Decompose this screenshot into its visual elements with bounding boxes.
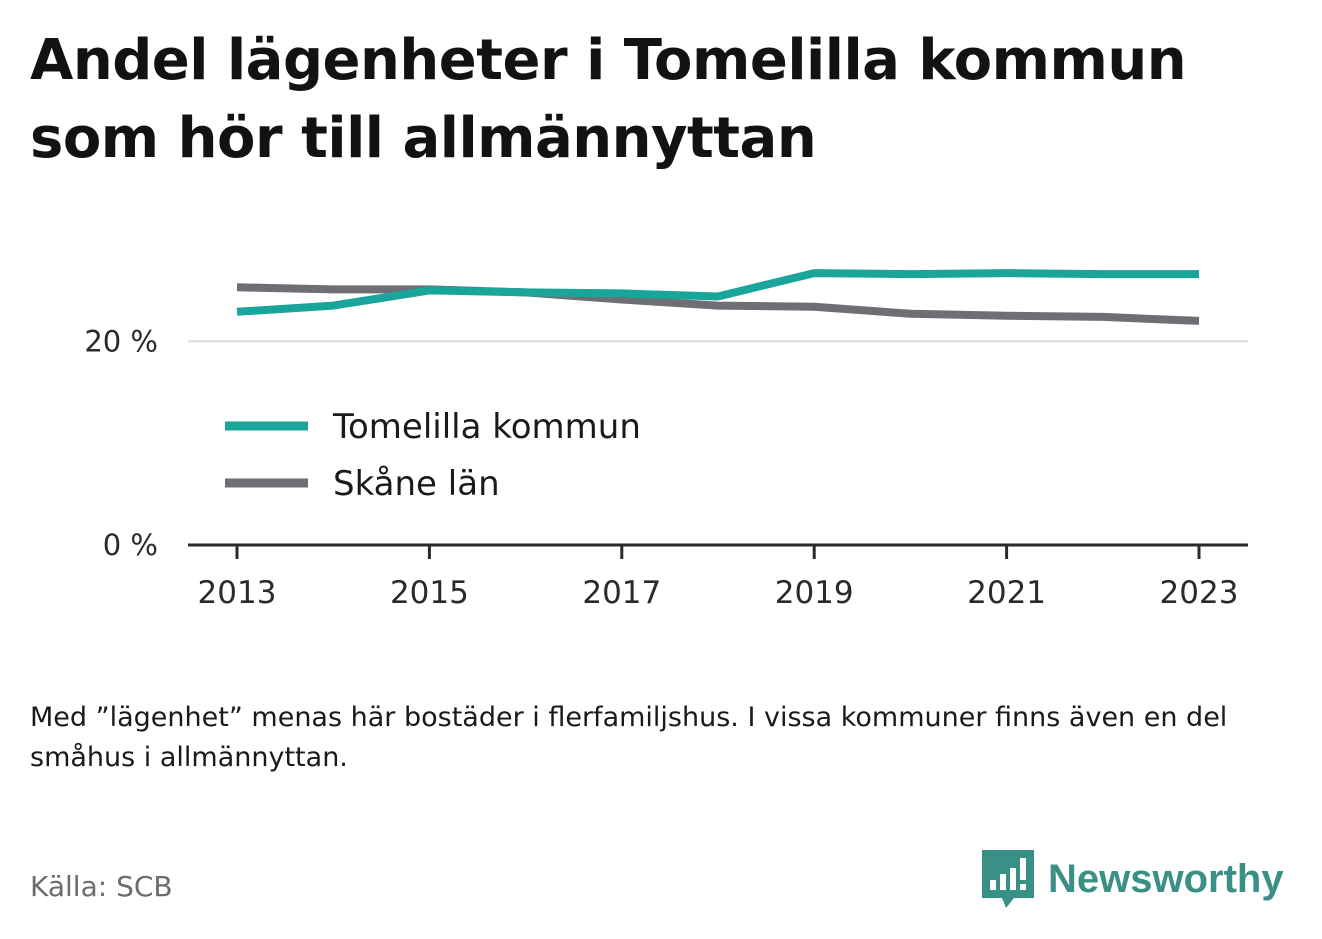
x-tick-label: 2015 (390, 575, 469, 611)
legend-label: Tomelilla kommun (332, 407, 641, 447)
legend-label: Skåne län (333, 464, 500, 504)
chart-title: Andel lägenheter i Tomelilla kommun som … (30, 28, 1187, 171)
legend: Tomelilla kommun Skåne län (225, 407, 641, 504)
source-label: Källa: SCB (30, 870, 173, 903)
series-line (236, 269, 1199, 316)
chart-note: Med ”lägenhet” menas här bostäder i fler… (30, 702, 1228, 773)
newsworthy-logo-icon (982, 850, 1034, 908)
series-line (236, 283, 1200, 325)
y-tick-label: 0 % (103, 528, 158, 562)
brand-name: Newsworthy (1048, 856, 1284, 901)
x-tick-label: 2013 (198, 575, 277, 611)
x-tick-label: 2021 (967, 575, 1046, 611)
x-tick-label: 2023 (1160, 575, 1239, 611)
x-tick-label: 2017 (582, 575, 661, 611)
axes: 0 % 20 % 2013 2015 2017 2019 2021 2023 (84, 324, 1248, 611)
x-tick-label: 2019 (775, 575, 854, 611)
brand-logo: Newsworthy (980, 848, 1284, 910)
series-lines (236, 269, 1200, 325)
y-tick-label: 20 % (84, 324, 158, 358)
